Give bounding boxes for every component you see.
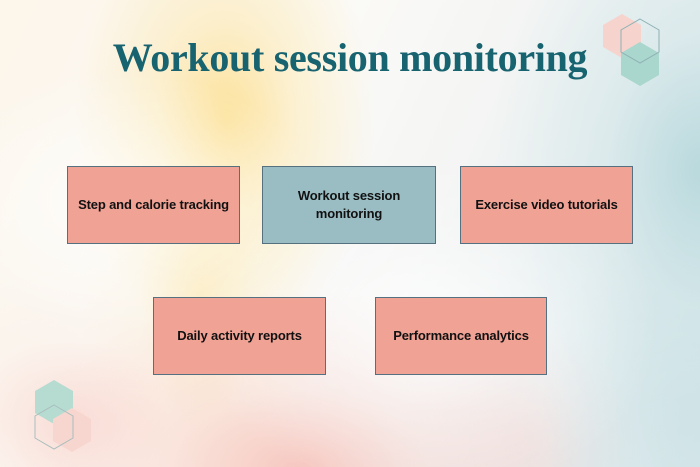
hexagon-teal <box>35 380 73 424</box>
diagram-box-performance-analytics[interactable]: Performance analytics <box>375 297 547 375</box>
diagram-box-label: Performance analytics <box>393 328 529 344</box>
page-title: Workout session monitoring <box>112 35 588 80</box>
hexagon-pink <box>53 408 91 452</box>
diagram-box-workout-session-monitoring[interactable]: Workout session monitoring <box>262 166 436 244</box>
diagram-box-label: Workout session monitoring <box>297 188 401 221</box>
diagram-box-step-and-calorie-tracking[interactable]: Step and calorie tracking <box>67 166 240 244</box>
diagram-box-label: Step and calorie tracking <box>78 197 229 213</box>
hexagon-outline <box>34 404 74 450</box>
diagram-box-daily-activity-reports[interactable]: Daily activity reports <box>153 297 326 375</box>
diagram-box-label: Daily activity reports <box>177 328 302 344</box>
diagram-box-label: Exercise video tutorials <box>475 197 618 213</box>
diagram-box-exercise-video-tutorials[interactable]: Exercise video tutorials <box>460 166 633 244</box>
hexagon-cluster-bottom-left <box>26 372 110 467</box>
